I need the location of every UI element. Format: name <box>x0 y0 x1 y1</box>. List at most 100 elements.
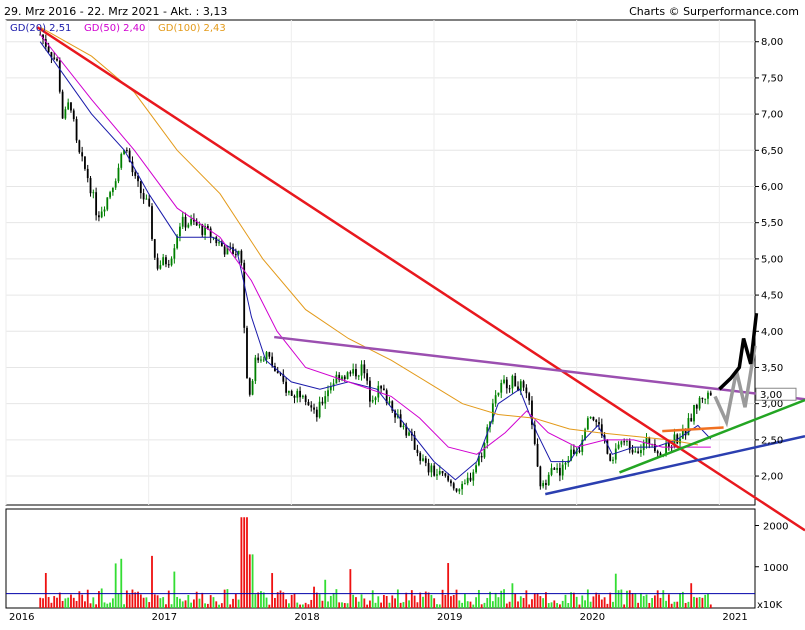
candle-body <box>148 198 151 207</box>
candle-body <box>525 387 528 394</box>
volume-bar <box>39 597 42 608</box>
candle-body <box>564 462 567 465</box>
volume-bar <box>321 600 324 608</box>
candle-body <box>287 391 290 393</box>
volume-bar <box>260 591 262 608</box>
candle-body <box>693 404 695 422</box>
volume-bar <box>223 589 226 608</box>
candle-body <box>92 192 95 194</box>
candle-body <box>335 374 338 384</box>
volume-bar <box>377 596 380 608</box>
volume-bar <box>327 601 329 608</box>
volume-bar <box>539 596 542 608</box>
volume-bar <box>704 594 707 608</box>
volume-bar <box>592 596 595 608</box>
volume-bar <box>75 600 78 608</box>
volume-bar <box>134 592 137 608</box>
candle-body <box>595 420 598 423</box>
candle-body <box>558 467 561 476</box>
candle-body <box>64 109 67 119</box>
volume-bar <box>419 592 422 608</box>
volume-bar <box>408 600 410 608</box>
last-price-label: 3,00 <box>760 390 782 401</box>
volume-bar <box>243 517 246 608</box>
candle-body <box>707 392 709 399</box>
price-tick-label: 4,00 <box>761 327 783 338</box>
candle-body <box>444 473 447 476</box>
candle-body <box>394 410 396 418</box>
volume-bar <box>346 603 349 608</box>
purple-trendline <box>274 335 805 401</box>
chart-credit[interactable]: Charts © Surperformance.com <box>629 5 799 18</box>
candle-body <box>240 250 243 263</box>
candle-body <box>215 237 218 244</box>
candle-body <box>67 102 70 110</box>
candle-body <box>575 450 578 455</box>
volume-bar <box>84 601 86 608</box>
volume-bar <box>61 600 64 608</box>
candle-body <box>184 216 187 228</box>
volume-bar <box>109 602 111 608</box>
volume-bar <box>192 599 195 608</box>
candle-body <box>192 218 195 222</box>
volume-bar <box>153 594 156 608</box>
volume-bar <box>42 598 44 608</box>
volume-bar <box>262 592 265 608</box>
candle-body <box>642 443 645 451</box>
volume-bar <box>687 601 690 608</box>
volume-bar <box>452 594 455 608</box>
volume-bar <box>508 601 511 608</box>
candle-body <box>603 435 606 440</box>
candle-body <box>572 449 575 455</box>
candle-body <box>293 395 296 398</box>
volume-bar <box>209 595 212 608</box>
candle-body <box>128 150 131 162</box>
volume-bar <box>279 590 282 608</box>
candle-body <box>528 393 531 401</box>
candle-body <box>223 246 226 255</box>
volume-bar <box>497 597 500 608</box>
candle-body <box>419 452 422 461</box>
candle-body <box>318 401 321 418</box>
candle-body <box>313 407 315 410</box>
candle-body <box>553 468 556 470</box>
volume-bar <box>586 589 589 608</box>
x-tick-label: 2017 <box>152 612 177 623</box>
candle-body <box>480 456 483 458</box>
price-tick-label: 5,50 <box>761 218 783 229</box>
candle-body <box>536 443 539 467</box>
volume-bar <box>114 563 117 608</box>
volume-bar <box>670 603 673 608</box>
volume-bar <box>388 602 391 608</box>
volume-bar <box>578 604 581 608</box>
legend-item-gd100: GD(100) 2,43 <box>158 23 226 34</box>
candle-body <box>612 459 614 461</box>
volume-bar <box>405 592 408 608</box>
volume-bar <box>603 597 606 608</box>
price-tick-label: 7,50 <box>761 73 783 84</box>
volume-bar <box>589 601 592 608</box>
volume-bar <box>455 589 458 608</box>
volume-bar <box>355 597 357 608</box>
price-tick-label: 6,00 <box>761 182 783 193</box>
volume-bar <box>533 593 536 608</box>
candle-body <box>422 458 424 461</box>
candle-body <box>626 441 628 443</box>
candle-body <box>369 380 371 402</box>
volume-bar <box>483 602 486 608</box>
candle-body <box>262 359 265 361</box>
volume-bar <box>413 595 416 608</box>
volume-bar <box>301 604 304 608</box>
candle-body <box>659 453 662 457</box>
volume-bar <box>528 604 531 608</box>
candle-body <box>234 254 237 256</box>
volume-bar <box>198 598 201 608</box>
volume-bar <box>184 600 187 608</box>
candle-body <box>181 216 184 227</box>
volume-bar <box>536 593 539 608</box>
volume-bar <box>86 589 89 608</box>
volume-bar <box>575 596 578 608</box>
volume-bar <box>310 599 313 608</box>
volume-bar <box>517 601 519 608</box>
